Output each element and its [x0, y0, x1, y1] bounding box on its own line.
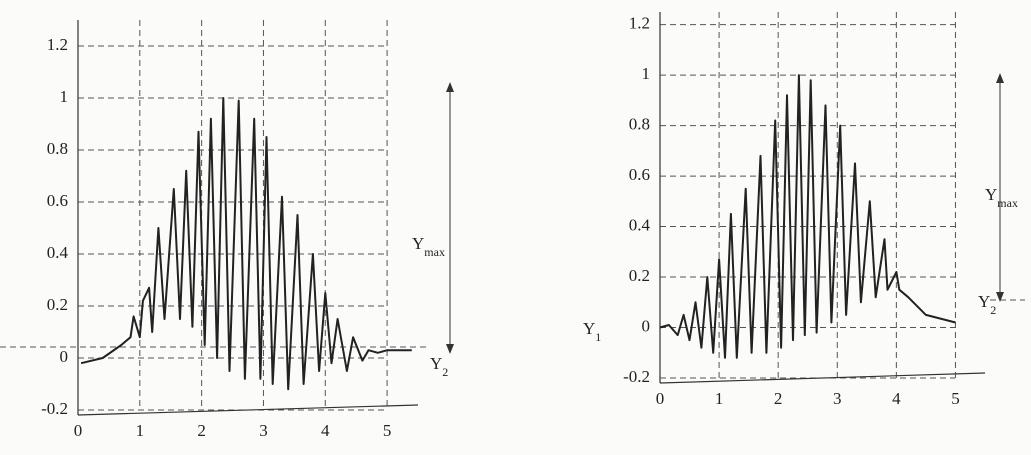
- x-tick-label: 4: [321, 421, 330, 440]
- annotation: Y1: [583, 319, 601, 344]
- annotation: Y2: [430, 354, 448, 379]
- y-tick-label: 0.4: [629, 215, 651, 234]
- y-tick-label: -0.2: [41, 399, 68, 418]
- x-axis: [77, 404, 419, 416]
- x-tick-label: 5: [951, 389, 960, 408]
- x-tick-label: 1: [715, 389, 724, 408]
- x-axis: [659, 372, 986, 384]
- data-line: [80, 97, 412, 391]
- x-tick-label: 2: [774, 389, 783, 408]
- annotation-sub: max: [424, 245, 445, 259]
- annotation-sub: 2: [442, 365, 448, 379]
- y-tick-label: 0.6: [47, 191, 68, 210]
- x-tick-label: 5: [383, 421, 392, 440]
- annotation: Y2: [978, 292, 996, 317]
- y-tick-label: 0.8: [629, 114, 650, 133]
- y-tick-label: 0.6: [629, 165, 650, 184]
- x-tick-label: 3: [259, 421, 268, 440]
- annotation-main: Y: [430, 354, 442, 373]
- y-tick-label: 0.8: [47, 139, 68, 158]
- x-tick-label: 1: [136, 421, 145, 440]
- annotation-main: Y: [412, 234, 424, 253]
- annotation-main: Y: [985, 185, 997, 204]
- annotation-sub: max: [997, 196, 1018, 210]
- annotation-sub: 1: [595, 330, 601, 344]
- y-tick-label: 0: [642, 316, 651, 335]
- y-tick-label: 1: [642, 64, 651, 83]
- x-tick-label: 3: [833, 389, 842, 408]
- y-tick-label: 0.2: [629, 266, 650, 285]
- x-tick-label: 4: [892, 389, 901, 408]
- annotation: Ymax: [412, 234, 445, 259]
- y-tick-label: 1.2: [47, 35, 68, 54]
- annotation-sub: 2: [990, 303, 996, 317]
- x-tick-label: 0: [656, 389, 665, 408]
- x-tick-label: 2: [197, 421, 206, 440]
- annotation: Ymax: [985, 185, 1018, 210]
- y-tick-label: 1.2: [629, 14, 650, 33]
- annotation-main: Y: [978, 292, 990, 311]
- data-line: [659, 74, 956, 359]
- y-tick-label: 0.2: [47, 295, 68, 314]
- annotation-main: Y: [583, 319, 595, 338]
- x-tick-label: 0: [74, 421, 83, 440]
- y-tick-label: 0: [60, 347, 69, 366]
- y-tick-label: 1: [60, 87, 69, 106]
- y-tick-label: 0.4: [47, 243, 69, 262]
- y-tick-label: -0.2: [623, 367, 650, 386]
